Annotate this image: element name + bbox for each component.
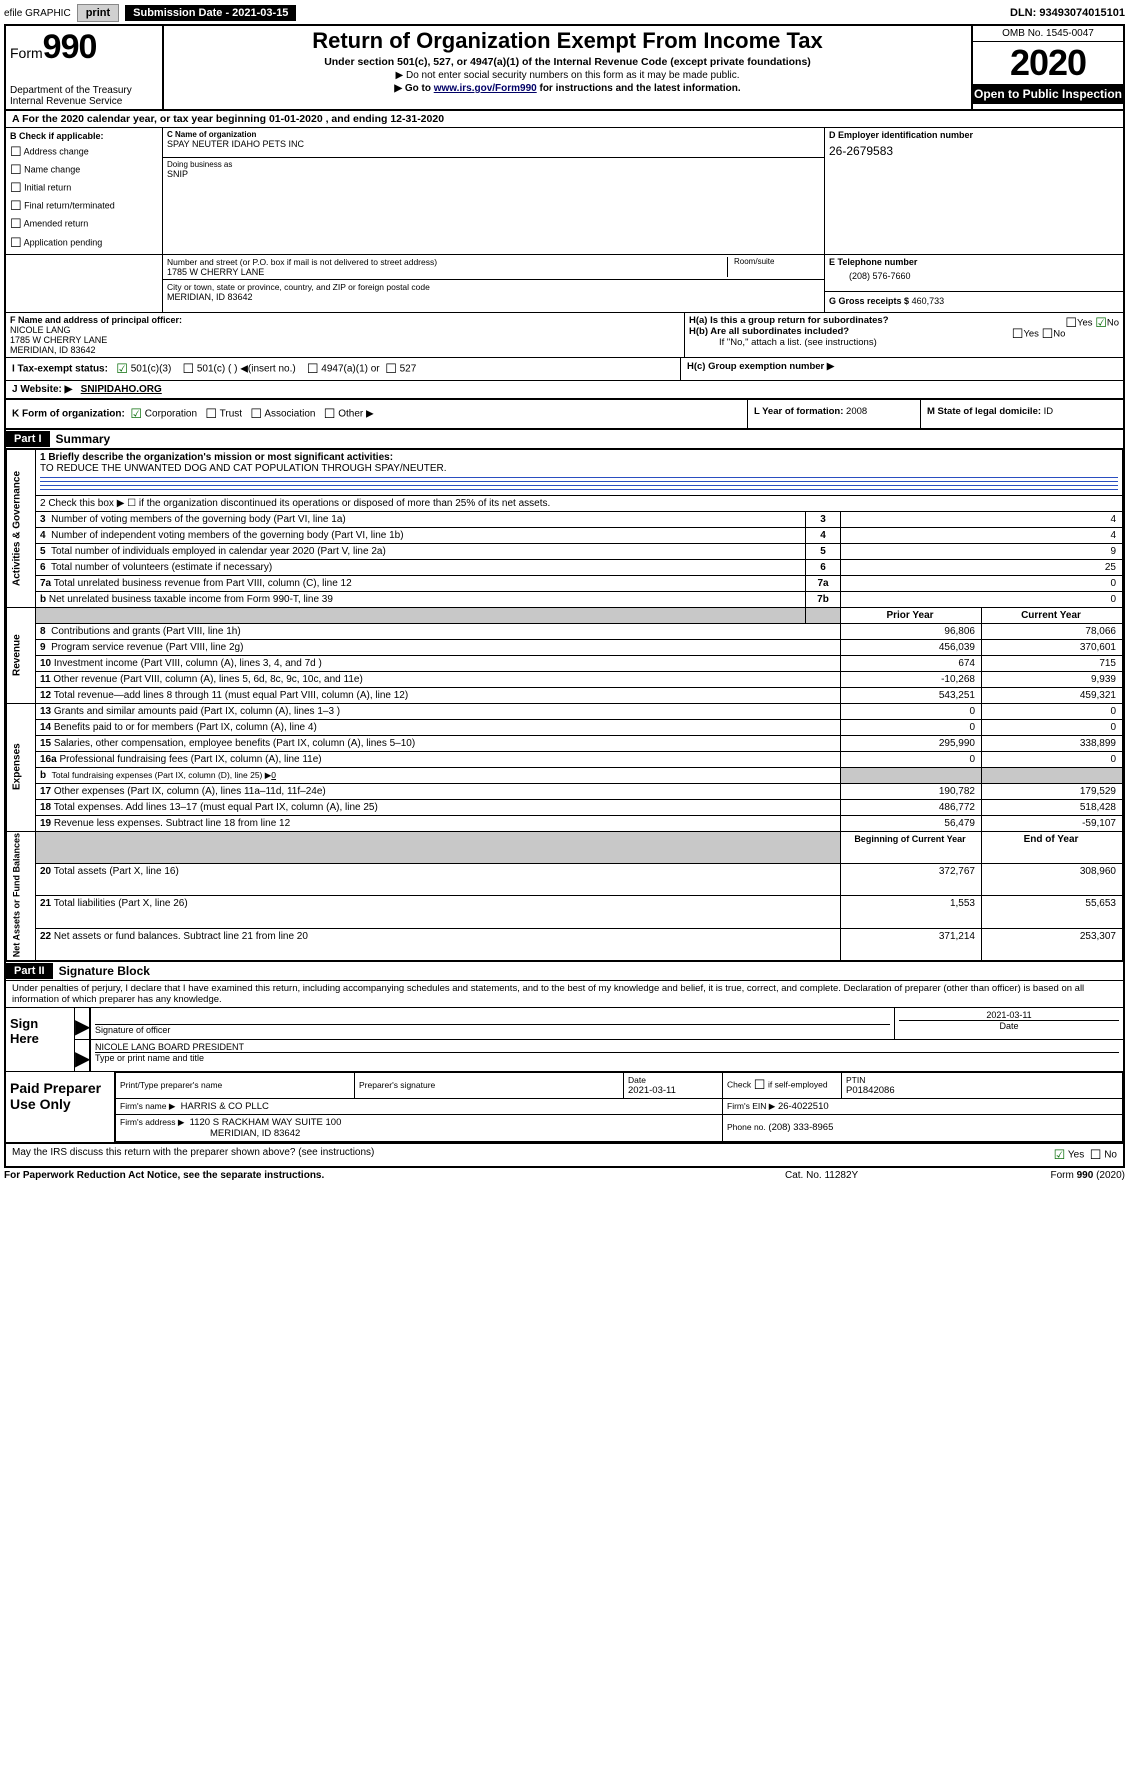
- discuss-return-row: May the IRS discuss this return with the…: [6, 1143, 1123, 1166]
- chk-name-change[interactable]: Name change: [10, 161, 158, 179]
- chk-amended-return[interactable]: Amended return: [10, 215, 158, 233]
- exp-row: 14 Benefits paid to or for members (Part…: [7, 719, 1123, 735]
- firm-name: Firm's name ▶ HARRIS & CO PLLC: [116, 1098, 723, 1114]
- website-row: J Website: ▶ SNIPIDAHO.ORG: [6, 381, 1123, 400]
- rev-row: 12 Total revenue—add lines 8 through 11 …: [7, 687, 1123, 703]
- col-prior-year: Prior Year: [841, 607, 982, 623]
- box-h-c: H(c) Group exemption number ▶: [680, 358, 1123, 380]
- box-c-city: City or town, state or province, country…: [163, 280, 824, 304]
- box-g-gross: G Gross receipts $: [829, 296, 909, 306]
- prep-ptin: PTINP01842086: [842, 1072, 1123, 1098]
- firm-phone: Phone no. (208) 333-8965: [723, 1114, 1123, 1141]
- rev-row: 11 Other revenue (Part VIII, column (A),…: [7, 671, 1123, 687]
- tab-revenue: Revenue: [7, 607, 36, 703]
- officer-signature: Signature of officer: [91, 1008, 894, 1039]
- gov-row: 4 Number of independent voting members o…: [7, 527, 1123, 543]
- tab-expenses: Expenses: [7, 703, 36, 831]
- form-header: Form990 Department of the Treasury Inter…: [6, 26, 1123, 111]
- paid-preparer-label: Paid Preparer Use Only: [6, 1072, 115, 1142]
- chk-address-change[interactable]: Address change: [10, 143, 158, 161]
- org-website-link[interactable]: SNIPIDAHO.ORG: [81, 384, 162, 395]
- gov-row: 6 Total number of volunteers (estimate i…: [7, 559, 1123, 575]
- part-2-title: Signature Block: [53, 962, 156, 980]
- rev-row: 9 Program service revenue (Part VIII, li…: [7, 639, 1123, 655]
- mission-question: 1 Briefly describe the organization's mi…: [40, 452, 1118, 463]
- chk-final-return[interactable]: Final return/terminated: [10, 197, 158, 215]
- omb-number: OMB No. 1545-0047: [973, 26, 1123, 42]
- firm-address: Firm's address ▶ 1120 S RACKHAM WAY SUIT…: [116, 1114, 723, 1141]
- year-formation: L Year of formation: 2008: [747, 400, 920, 428]
- part-2-header: Part II: [6, 963, 53, 979]
- tab-net-assets: Net Assets or Fund Balances: [7, 831, 36, 960]
- state-domicile: M State of legal domicile: ID: [920, 400, 1123, 428]
- line-2: 2 Check this box ▶ ☐ if the organization…: [36, 495, 1123, 511]
- arrow-icon: ▶: [75, 1040, 91, 1071]
- prep-name-col: Print/Type preparer's name: [116, 1072, 355, 1098]
- net-row: 21 Total liabilities (Part X, line 26)1,…: [7, 896, 1123, 928]
- gov-row: 3 Number of voting members of the govern…: [7, 511, 1123, 527]
- summary-table: Activities & Governance 1 Briefly descri…: [6, 449, 1123, 961]
- form-title: Return of Organization Exempt From Incom…: [170, 28, 965, 54]
- form-subtitle: Under section 501(c), 527, or 4947(a)(1)…: [170, 56, 965, 68]
- exp-row: 17 Other expenses (Part IX, column (A), …: [7, 783, 1123, 799]
- perjury-declaration: Under penalties of perjury, I declare th…: [6, 981, 1123, 1007]
- rev-row: 8 Contributions and grants (Part VIII, l…: [7, 623, 1123, 639]
- net-row: 20 Total assets (Part X, line 16)372,767…: [7, 864, 1123, 896]
- col-end-year: End of Year: [982, 831, 1123, 863]
- arrow-icon: ▶: [75, 1008, 91, 1039]
- topbar: efile GRAPHIC print Submission Date - 20…: [4, 4, 1125, 22]
- prep-sig-col: Preparer's signature: [355, 1072, 624, 1098]
- exp-row: 15 Salaries, other compensation, employe…: [7, 735, 1123, 751]
- exp-row: 18 Total expenses. Add lines 13–17 (must…: [7, 799, 1123, 815]
- calendar-year-row: A For the 2020 calendar year, or tax yea…: [6, 111, 1123, 128]
- gov-row: 5 Total number of individuals employed i…: [7, 543, 1123, 559]
- box-c-street: Number and street (or P.O. box if mail i…: [163, 255, 824, 280]
- col-begin-year: Beginning of Current Year: [841, 831, 982, 863]
- box-f-officer: F Name and address of principal officer:…: [6, 313, 685, 357]
- dept-label: Department of the Treasury: [10, 85, 158, 96]
- chk-application-pending[interactable]: Application pending: [10, 234, 158, 252]
- open-to-public: Open to Public Inspection: [973, 84, 1123, 104]
- form-note-2: ▶ Go to www.irs.gov/Form990 for instruct…: [170, 83, 965, 94]
- firm-ein: Firm's EIN ▶ 26-4022510: [723, 1098, 1123, 1114]
- prep-self-emp: Check if self-employed: [723, 1072, 842, 1098]
- irs-label: Internal Revenue Service: [10, 96, 158, 107]
- form-number: Form990: [10, 28, 158, 67]
- page-footer: For Paperwork Reduction Act Notice, see …: [4, 1168, 1125, 1183]
- exp-row: 19 Revenue less expenses. Subtract line …: [7, 815, 1123, 831]
- chk-initial-return[interactable]: Initial return: [10, 179, 158, 197]
- prep-date-col: Date2021-03-11: [624, 1072, 723, 1098]
- tax-exempt-status: I Tax-exempt status: 501(c)(3) 501(c) ( …: [6, 358, 680, 380]
- box-d-ein: D Employer identification number 26-2679…: [824, 128, 1123, 254]
- box-b-checklist: B Check if applicable: Address change Na…: [6, 128, 163, 254]
- exp-row: 16a Professional fundraising fees (Part …: [7, 751, 1123, 767]
- submission-date: Submission Date - 2021-03-15: [125, 5, 296, 21]
- sign-date: 2021-03-11 Date: [894, 1008, 1123, 1039]
- form-note-1: ▶ Do not enter social security numbers o…: [170, 70, 965, 81]
- box-e-phone: E Telephone number (208) 576-7660 G Gros…: [825, 255, 1123, 312]
- sign-here-label: Sign Here: [6, 1008, 75, 1071]
- part-1-title: Summary: [50, 430, 117, 448]
- rev-row: 10 Investment income (Part VIII, column …: [7, 655, 1123, 671]
- part-1-header: Part I: [6, 431, 50, 447]
- gov-row: b Net unrelated business taxable income …: [7, 591, 1123, 607]
- box-h: H(a) Is this a group return for subordin…: [685, 313, 1123, 357]
- tax-year: 2020: [973, 42, 1123, 84]
- form-990-container: Form990 Department of the Treasury Inter…: [4, 24, 1125, 1168]
- preparer-table: Print/Type preparer's name Preparer's si…: [115, 1072, 1123, 1142]
- exp-row-16b: b Total fundraising expenses (Part IX, c…: [7, 767, 1123, 783]
- net-row: 22 Net assets or fund balances. Subtract…: [7, 928, 1123, 960]
- efile-label: efile GRAPHIC: [4, 8, 71, 19]
- mission-text: TO REDUCE THE UNWANTED DOG AND CAT POPUL…: [40, 463, 1118, 474]
- box-c-name: C Name of organization SPAY NEUTER IDAHO…: [163, 128, 824, 254]
- col-current-year: Current Year: [982, 607, 1123, 623]
- officer-name-title: NICOLE LANG BOARD PRESIDENT Type or prin…: [91, 1040, 1123, 1071]
- tab-governance: Activities & Governance: [7, 449, 36, 607]
- print-button[interactable]: print: [77, 4, 119, 22]
- dln-label: DLN: 93493074015101: [1010, 7, 1125, 19]
- gov-row: 7a Total unrelated business revenue from…: [7, 575, 1123, 591]
- form-of-org: K Form of organization: Corporation Trus…: [6, 400, 747, 428]
- room-suite: Room/suite: [727, 257, 820, 277]
- irs-form990-link[interactable]: www.irs.gov/Form990: [434, 83, 537, 94]
